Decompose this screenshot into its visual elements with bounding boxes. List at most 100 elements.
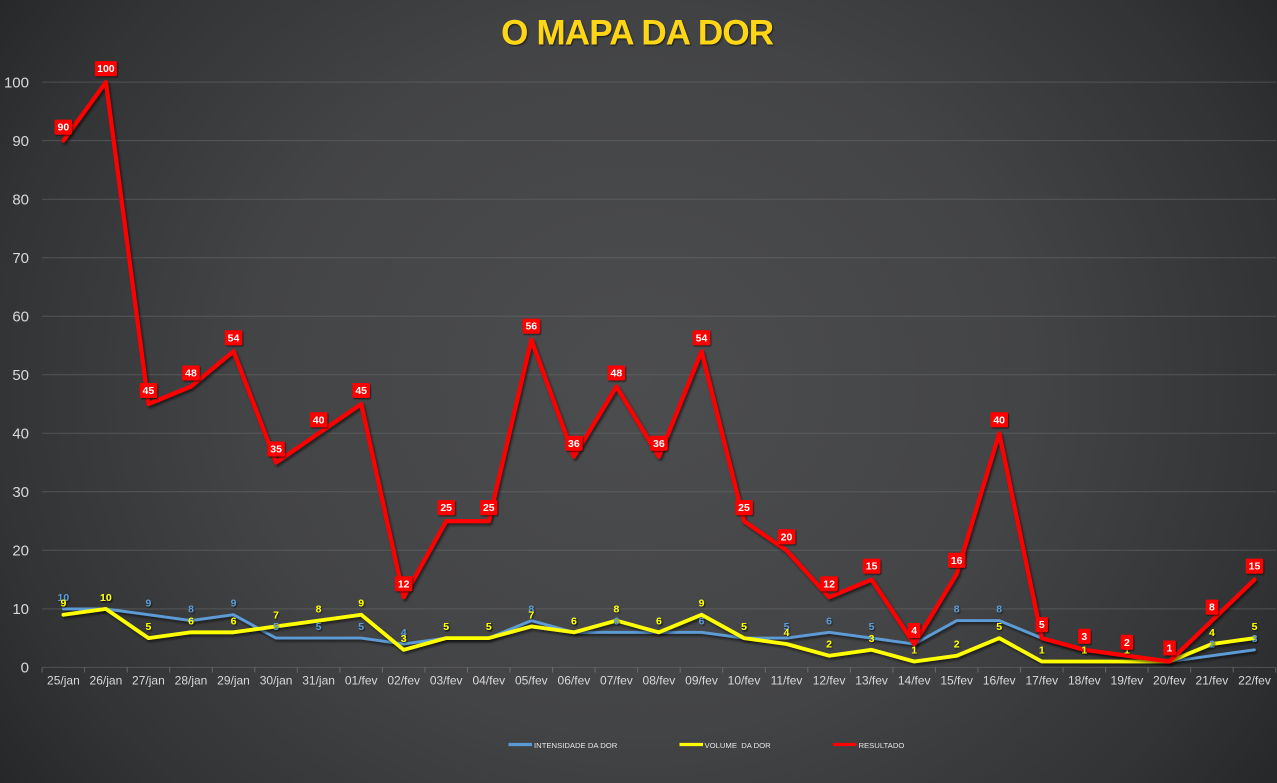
- svg-text:30/jan: 30/jan: [260, 674, 293, 688]
- svg-text:6: 6: [656, 615, 662, 627]
- svg-text:20: 20: [12, 543, 29, 560]
- svg-text:10/fev: 10/fev: [728, 674, 761, 688]
- svg-text:35: 35: [270, 444, 282, 456]
- svg-text:8: 8: [528, 604, 534, 616]
- svg-text:5: 5: [358, 621, 364, 633]
- svg-text:15: 15: [866, 561, 878, 573]
- svg-text:90: 90: [12, 133, 29, 150]
- svg-text:28/jan: 28/jan: [175, 674, 208, 688]
- svg-text:50: 50: [12, 367, 29, 384]
- svg-text:20: 20: [781, 531, 793, 543]
- svg-text:02/fev: 02/fev: [387, 674, 420, 688]
- svg-text:26/jan: 26/jan: [90, 674, 123, 688]
- svg-text:13/fev: 13/fev: [855, 674, 888, 688]
- svg-text:2: 2: [826, 639, 832, 651]
- svg-text:100: 100: [97, 63, 115, 75]
- svg-text:4: 4: [401, 627, 407, 639]
- svg-text:54: 54: [696, 332, 708, 344]
- svg-text:09/fev: 09/fev: [685, 674, 718, 688]
- svg-text:56: 56: [525, 321, 537, 333]
- svg-text:45: 45: [143, 385, 155, 397]
- svg-text:12: 12: [398, 578, 410, 590]
- svg-text:6: 6: [571, 615, 577, 627]
- svg-text:RESULTADO: RESULTADO: [859, 741, 905, 750]
- svg-text:45: 45: [355, 385, 367, 397]
- svg-text:1: 1: [1039, 645, 1045, 657]
- svg-text:90: 90: [58, 122, 70, 134]
- svg-text:9: 9: [145, 598, 151, 610]
- svg-text:INTENSIDADE DA DOR: INTENSIDADE DA DOR: [534, 741, 618, 750]
- svg-text:5: 5: [784, 621, 790, 633]
- svg-text:17/fev: 17/fev: [1025, 674, 1058, 688]
- svg-text:12: 12: [823, 578, 835, 590]
- svg-text:16: 16: [951, 555, 963, 567]
- svg-text:25: 25: [483, 502, 495, 514]
- svg-text:7: 7: [528, 609, 534, 621]
- svg-text:0: 0: [21, 660, 29, 677]
- svg-text:27/jan: 27/jan: [132, 674, 165, 688]
- svg-text:4: 4: [784, 627, 790, 639]
- svg-text:5: 5: [1252, 621, 1258, 633]
- svg-text:5: 5: [741, 621, 747, 633]
- svg-text:40: 40: [993, 414, 1005, 426]
- svg-text:10: 10: [100, 592, 112, 604]
- svg-text:5: 5: [486, 621, 492, 633]
- svg-text:40: 40: [12, 426, 29, 443]
- svg-text:8: 8: [1209, 602, 1215, 614]
- svg-text:9: 9: [231, 598, 237, 610]
- svg-text:7: 7: [273, 609, 279, 621]
- svg-text:29/jan: 29/jan: [217, 674, 250, 688]
- svg-text:36: 36: [653, 438, 665, 450]
- svg-text:15: 15: [1249, 561, 1261, 573]
- svg-text:15/fev: 15/fev: [940, 674, 973, 688]
- svg-text:31/jan: 31/jan: [302, 674, 335, 688]
- svg-text:11/fev: 11/fev: [771, 674, 803, 688]
- svg-text:9: 9: [358, 598, 364, 610]
- svg-text:3: 3: [1252, 633, 1258, 645]
- svg-text:25: 25: [440, 502, 452, 514]
- svg-text:6: 6: [231, 615, 237, 627]
- svg-text:1: 1: [1166, 643, 1172, 655]
- svg-text:1: 1: [1081, 645, 1087, 657]
- svg-text:08/fev: 08/fev: [643, 674, 676, 688]
- svg-text:01/fev: 01/fev: [345, 674, 378, 688]
- svg-text:40: 40: [313, 414, 325, 426]
- svg-text:48: 48: [185, 368, 197, 380]
- svg-text:2: 2: [1124, 637, 1130, 649]
- svg-text:2: 2: [1209, 639, 1215, 651]
- svg-text:5: 5: [1039, 619, 1045, 631]
- svg-text:5: 5: [443, 621, 449, 633]
- svg-text:18/fev: 18/fev: [1068, 674, 1101, 688]
- svg-text:80: 80: [12, 191, 29, 208]
- svg-text:30: 30: [12, 484, 29, 501]
- svg-text:25/jan: 25/jan: [47, 674, 80, 688]
- svg-text:36: 36: [568, 438, 580, 450]
- svg-text:8: 8: [316, 604, 322, 616]
- svg-text:5: 5: [741, 621, 747, 633]
- svg-text:5: 5: [316, 621, 322, 633]
- svg-text:60: 60: [12, 308, 29, 325]
- svg-text:25: 25: [738, 502, 750, 514]
- svg-text:16/fev: 16/fev: [983, 674, 1016, 688]
- svg-text:48: 48: [611, 368, 623, 380]
- svg-text:54: 54: [228, 332, 240, 344]
- svg-text:2: 2: [954, 639, 960, 651]
- svg-text:5: 5: [486, 621, 492, 633]
- svg-text:6: 6: [656, 615, 662, 627]
- svg-text:8: 8: [996, 604, 1002, 616]
- svg-text:4: 4: [911, 625, 917, 637]
- svg-text:10: 10: [100, 592, 112, 604]
- svg-text:10: 10: [58, 592, 70, 604]
- svg-text:8: 8: [613, 604, 619, 616]
- svg-text:07/fev: 07/fev: [600, 674, 633, 688]
- svg-text:5: 5: [996, 621, 1002, 633]
- svg-text:05/fev: 05/fev: [515, 674, 548, 688]
- svg-text:5: 5: [145, 621, 151, 633]
- svg-text:70: 70: [12, 250, 29, 267]
- svg-text:6: 6: [699, 615, 705, 627]
- svg-text:14/fev: 14/fev: [898, 674, 931, 688]
- svg-text:3: 3: [1081, 631, 1087, 643]
- svg-text:8: 8: [954, 604, 960, 616]
- svg-text:3: 3: [869, 633, 875, 645]
- svg-text:3: 3: [401, 633, 407, 645]
